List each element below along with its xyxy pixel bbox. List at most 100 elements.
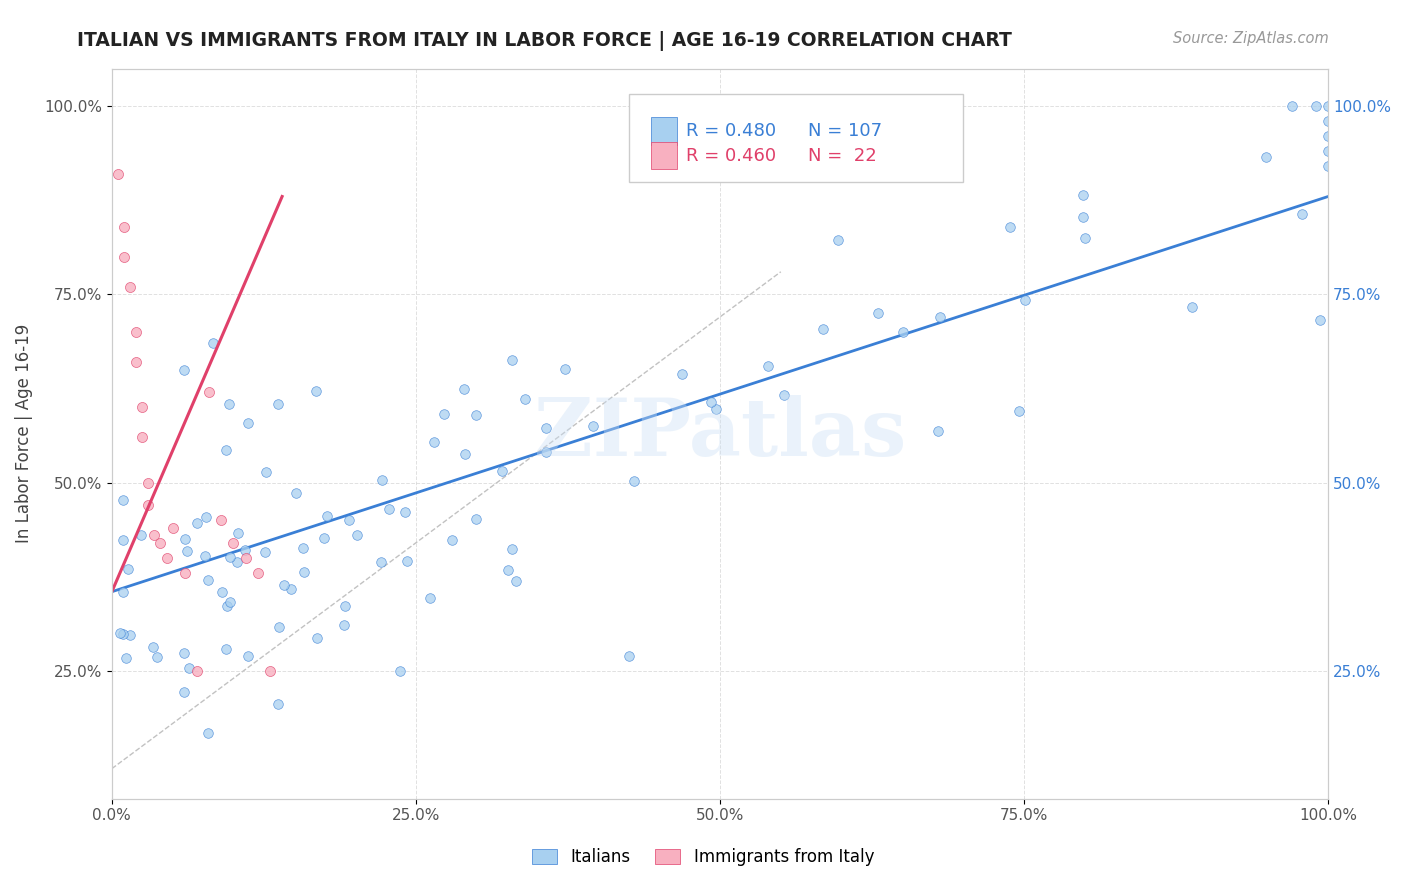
Point	[236, 416, 259, 430]
Point	[214, 442, 236, 457]
Point	[246, 566, 269, 580]
Point	[173, 646, 195, 660]
Point	[1181, 301, 1204, 315]
Point	[891, 325, 914, 339]
Legend: Italians, Immigrants from Italy: Italians, Immigrants from Italy	[523, 840, 883, 875]
Point	[1014, 293, 1036, 307]
Point	[173, 685, 195, 699]
Point	[215, 641, 238, 656]
Point	[465, 512, 488, 526]
Point	[267, 698, 290, 712]
Point	[582, 419, 605, 434]
Point	[433, 407, 456, 421]
Point	[1317, 114, 1340, 128]
Point	[176, 543, 198, 558]
Point	[195, 510, 218, 524]
Point	[211, 585, 233, 599]
Point	[107, 167, 129, 181]
Point	[305, 631, 328, 645]
Point	[496, 563, 519, 577]
Point	[1071, 210, 1094, 224]
Point	[505, 574, 527, 588]
Point	[394, 505, 416, 519]
Point	[440, 533, 463, 548]
Point	[149, 536, 172, 550]
Point	[226, 555, 249, 569]
Point	[453, 382, 475, 396]
Point	[198, 385, 221, 400]
Point	[125, 355, 148, 369]
Point	[197, 726, 219, 740]
Point	[1074, 231, 1097, 245]
Point	[534, 445, 557, 459]
Point	[316, 508, 339, 523]
Point	[112, 219, 135, 234]
Point	[131, 430, 153, 444]
Point	[280, 582, 302, 596]
Point	[704, 401, 727, 416]
Point	[254, 545, 277, 559]
Point	[305, 384, 328, 398]
Point	[108, 626, 131, 640]
Point	[143, 528, 166, 542]
Point	[236, 648, 259, 663]
Point	[554, 361, 576, 376]
Point	[423, 435, 446, 450]
Point	[501, 353, 523, 368]
Point	[623, 474, 645, 488]
Point	[515, 392, 537, 407]
Point	[155, 550, 177, 565]
Point	[491, 464, 513, 478]
Point	[534, 421, 557, 435]
Point	[112, 492, 135, 507]
Point	[1305, 99, 1327, 113]
Point	[145, 650, 167, 665]
Point	[464, 408, 486, 422]
Point	[1256, 150, 1278, 164]
Point	[396, 554, 419, 568]
Point	[501, 541, 523, 556]
Point	[1291, 207, 1313, 221]
Point	[226, 526, 249, 541]
Point	[1008, 404, 1031, 418]
Point	[273, 578, 295, 592]
Point	[772, 388, 794, 402]
Point	[314, 531, 336, 545]
Point	[112, 250, 135, 264]
Point	[136, 498, 159, 512]
Y-axis label: In Labor Force | Age 16-19: In Labor Force | Age 16-19	[15, 324, 32, 543]
FancyBboxPatch shape	[628, 94, 963, 182]
Point	[454, 447, 477, 461]
Point	[1317, 129, 1340, 144]
Point	[1317, 99, 1340, 113]
Text: N = 107: N = 107	[807, 122, 882, 140]
Point	[218, 397, 240, 411]
Point	[202, 336, 225, 351]
Point	[371, 473, 394, 487]
Point	[186, 516, 208, 531]
Point	[337, 513, 360, 527]
Point	[215, 599, 238, 613]
Point	[292, 541, 315, 555]
Point	[142, 640, 165, 654]
Point	[197, 573, 219, 587]
Point	[136, 475, 159, 490]
Point	[866, 305, 889, 319]
Text: R = 0.460: R = 0.460	[686, 147, 776, 165]
Point	[1309, 313, 1331, 327]
Point	[377, 502, 399, 516]
Point	[111, 585, 134, 599]
Point	[699, 394, 721, 409]
Point	[259, 664, 281, 678]
Point	[292, 565, 315, 579]
Point	[117, 562, 139, 576]
Point	[235, 542, 257, 557]
Point	[827, 233, 849, 247]
Point	[235, 550, 257, 565]
Text: N =  22: N = 22	[807, 147, 876, 165]
Point	[419, 591, 441, 606]
Point	[284, 485, 307, 500]
Point	[111, 533, 134, 548]
Point	[173, 566, 195, 580]
Point	[370, 555, 392, 569]
